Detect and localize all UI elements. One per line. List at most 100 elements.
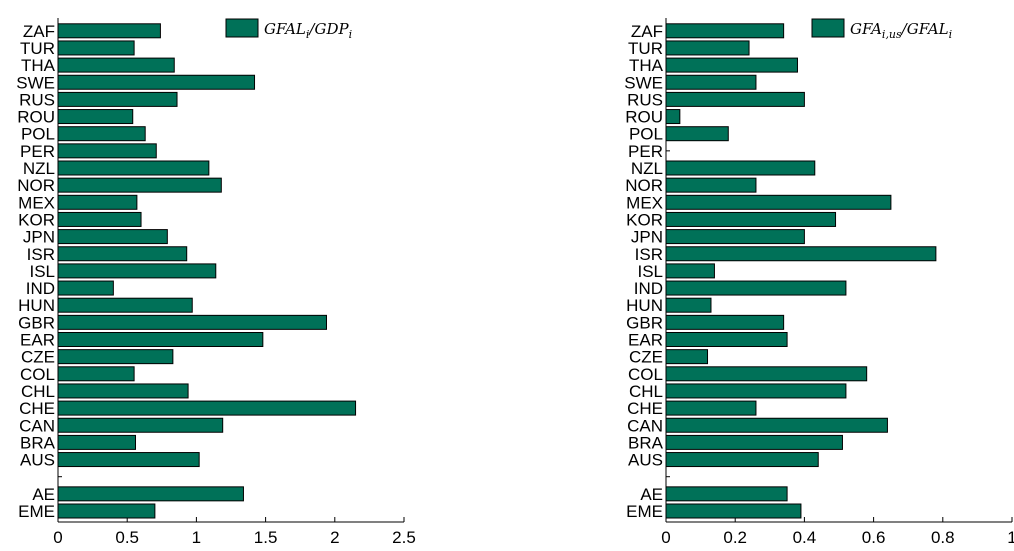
- category-label: CZE: [629, 348, 663, 367]
- category-label: MEX: [18, 193, 55, 212]
- category-label: TUR: [20, 39, 55, 58]
- bar-isr: [57, 246, 188, 262]
- bar-mex: [57, 194, 138, 210]
- category-label: MEX: [626, 193, 663, 212]
- x-tick-label: 2: [330, 528, 339, 547]
- bar-can: [665, 417, 888, 433]
- category-label: JPN: [631, 228, 663, 247]
- bar-nzl: [665, 160, 816, 176]
- category-label: COL: [628, 365, 663, 384]
- bar-rou: [57, 109, 134, 125]
- bar-bra: [57, 434, 137, 450]
- category-label: RUS: [19, 90, 55, 109]
- category-label: THA: [629, 56, 664, 75]
- category-label: BRA: [628, 433, 664, 452]
- category-label: RUS: [627, 90, 663, 109]
- bar-bra: [665, 434, 843, 450]
- legend-label: GFALi/GDPi: [264, 20, 352, 41]
- category-label: GBR: [626, 313, 663, 332]
- category-label: EME: [626, 502, 663, 521]
- bar-ind: [57, 280, 114, 296]
- bar-swe: [57, 74, 256, 90]
- x-tick-label: 0: [53, 528, 62, 547]
- bar-zaf: [57, 23, 161, 39]
- bar-tha: [665, 57, 798, 73]
- category-label: CHE: [19, 399, 55, 418]
- bar-ae: [665, 486, 788, 502]
- bar-kor: [57, 211, 142, 227]
- bar-isr: [665, 246, 937, 262]
- x-tick-label: 0: [661, 528, 670, 547]
- category-label: AE: [640, 485, 663, 504]
- legend: GFALi/GDPi: [225, 18, 352, 41]
- bar-swe: [665, 74, 757, 90]
- category-label: NOR: [17, 176, 55, 195]
- category-label: CAN: [19, 416, 55, 435]
- bar-pol: [665, 126, 729, 142]
- bar-eme: [57, 503, 156, 519]
- bar-isl: [57, 263, 217, 279]
- category-label: EME: [18, 502, 55, 521]
- category-label: ZAF: [23, 22, 55, 41]
- bar-chl: [665, 383, 847, 399]
- category-label: ROU: [625, 108, 663, 127]
- category-label: POL: [629, 125, 663, 144]
- bar-gbr: [665, 314, 785, 330]
- category-label: EAR: [628, 331, 663, 350]
- category-label: SWE: [16, 73, 55, 92]
- category-label: THA: [21, 56, 56, 75]
- legend-label: GFAi,us/GFALi: [850, 20, 952, 41]
- bar-ae: [57, 486, 244, 502]
- bar-nor: [57, 177, 222, 193]
- bar-zaf: [665, 23, 785, 39]
- bar-tha: [57, 57, 175, 73]
- x-tick-label: 0.2: [723, 528, 747, 547]
- bar-tur: [57, 40, 135, 56]
- bar-ind: [665, 280, 847, 296]
- category-label: COL: [20, 365, 55, 384]
- category-label: ISL: [29, 262, 55, 281]
- bar-ear: [665, 332, 788, 347]
- category-label: KOR: [626, 210, 663, 229]
- category-label: POL: [21, 125, 55, 144]
- bar-cze: [665, 349, 709, 365]
- bar-can: [57, 417, 224, 433]
- category-label: HUN: [18, 296, 55, 315]
- bar-rou: [665, 109, 681, 125]
- category-label: ROU: [17, 108, 55, 127]
- bar-isl: [665, 263, 715, 279]
- category-label: KOR: [18, 210, 55, 229]
- x-tick-label: 0.5: [115, 528, 139, 547]
- legend: GFAi,us/GFALi: [811, 18, 952, 41]
- bar-rus: [665, 91, 805, 107]
- x-tick-label: 2.5: [392, 528, 416, 547]
- x-tick-label: 1: [192, 528, 201, 547]
- x-tick-label: 0.8: [931, 528, 955, 547]
- bar-kor: [665, 211, 837, 227]
- bar-nor: [665, 177, 757, 193]
- bar-che: [665, 400, 757, 416]
- bar-jpn: [57, 229, 168, 245]
- category-label: BRA: [20, 433, 56, 452]
- bar-col: [57, 366, 135, 382]
- bar-jpn: [665, 229, 805, 245]
- bar-eme: [665, 503, 802, 519]
- bar-hun: [57, 297, 193, 313]
- category-label: CAN: [627, 416, 663, 435]
- bar-gbr: [57, 314, 327, 330]
- x-tick-label: 0.4: [793, 528, 817, 547]
- category-label: CHL: [629, 382, 663, 401]
- bar-chl: [57, 383, 189, 399]
- category-label: ISR: [27, 245, 55, 264]
- category-label: NZL: [631, 159, 663, 178]
- category-label: ISR: [635, 245, 663, 264]
- category-label: PER: [20, 142, 55, 161]
- category-label: NZL: [23, 159, 55, 178]
- x-tick-label: 1: [1007, 528, 1014, 547]
- bar-mex: [665, 194, 892, 210]
- bar-aus: [665, 452, 819, 468]
- bar-per: [57, 143, 157, 159]
- legend-swatch: [811, 18, 845, 38]
